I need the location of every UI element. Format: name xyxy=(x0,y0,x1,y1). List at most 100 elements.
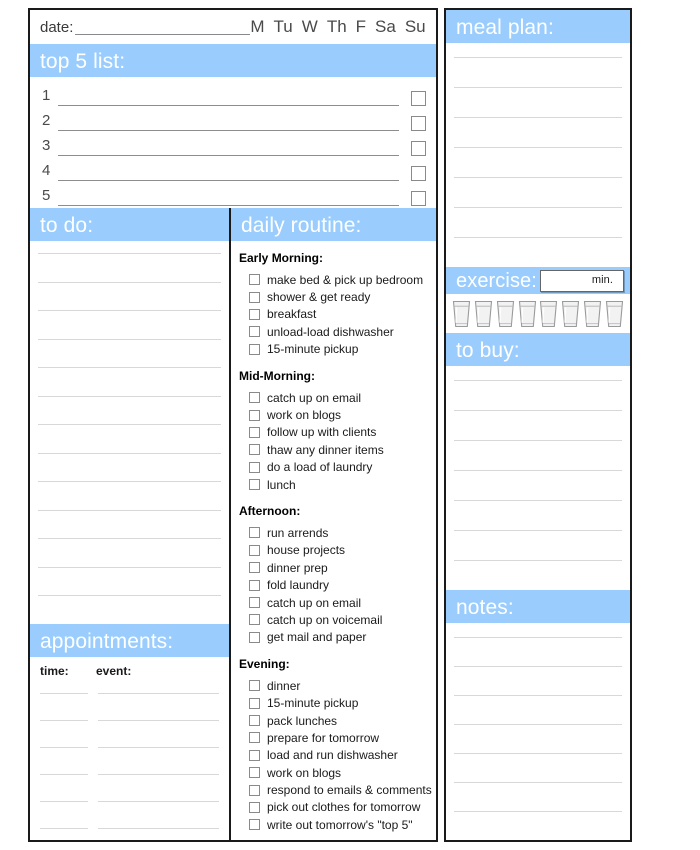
checkbox-icon[interactable] xyxy=(249,732,260,744)
write-in-line[interactable] xyxy=(38,310,221,311)
water-glass-icon[interactable] xyxy=(605,300,624,328)
appointment-time-line[interactable] xyxy=(40,719,88,721)
top-5-input-line[interactable] xyxy=(58,112,399,131)
checkbox-icon[interactable] xyxy=(249,767,260,779)
weekday-selector[interactable]: M Tu W Th F Sa Su xyxy=(250,17,429,37)
write-in-line[interactable] xyxy=(454,500,622,501)
write-in-line[interactable] xyxy=(454,440,622,441)
weekday-su[interactable]: Su xyxy=(404,17,426,36)
weekday-m[interactable]: M xyxy=(250,17,265,36)
write-in-line[interactable] xyxy=(38,538,221,539)
write-in-line[interactable] xyxy=(38,281,221,283)
routine-item[interactable]: house projects xyxy=(239,542,436,559)
routine-item[interactable]: pick out clothes for tomorrow xyxy=(239,799,436,816)
write-in-line[interactable] xyxy=(454,410,622,411)
appointment-time-line[interactable] xyxy=(40,746,88,748)
checkbox-icon[interactable] xyxy=(249,444,260,456)
write-in-line[interactable] xyxy=(38,481,221,482)
checkbox-icon[interactable] xyxy=(249,819,260,831)
write-in-line[interactable] xyxy=(38,395,221,397)
checkbox-icon[interactable] xyxy=(249,801,260,813)
checkbox-icon[interactable] xyxy=(249,426,260,438)
routine-item[interactable]: prepare for tomorrow xyxy=(239,729,436,746)
top-5-input-line[interactable] xyxy=(58,162,399,181)
write-in-line[interactable] xyxy=(454,380,622,381)
appointment-time-line[interactable] xyxy=(40,692,88,694)
write-in-line[interactable] xyxy=(38,566,221,568)
write-in-line[interactable] xyxy=(38,595,221,596)
write-in-line[interactable] xyxy=(454,724,622,725)
water-glass-icon[interactable] xyxy=(561,300,580,328)
routine-item[interactable]: shower & get ready xyxy=(239,288,436,305)
routine-item[interactable]: follow up with clients xyxy=(239,424,436,441)
checkbox-icon[interactable] xyxy=(249,291,260,303)
write-in-line[interactable] xyxy=(454,177,622,178)
to-do-lines[interactable] xyxy=(30,241,229,624)
routine-item[interactable]: thaw any dinner items xyxy=(239,441,436,458)
checkbox-icon[interactable] xyxy=(249,544,260,556)
write-in-line[interactable] xyxy=(454,470,622,471)
routine-item[interactable]: 15-minute pickup xyxy=(239,694,436,711)
weekday-f[interactable]: F xyxy=(355,17,367,36)
checkbox-icon[interactable] xyxy=(249,409,260,421)
appointment-event-line[interactable] xyxy=(98,746,219,748)
routine-item[interactable]: lunch xyxy=(239,476,436,493)
checkbox-icon[interactable] xyxy=(249,680,260,692)
notes-lines[interactable] xyxy=(446,623,630,840)
write-in-line[interactable] xyxy=(454,695,622,696)
write-in-line[interactable] xyxy=(38,424,221,425)
top-5-input-line[interactable] xyxy=(58,87,399,106)
routine-item[interactable]: make bed & pick up bedroom xyxy=(239,271,436,288)
routine-item[interactable]: respond to emails & comments xyxy=(239,781,436,798)
top-5-input-line[interactable] xyxy=(58,137,399,156)
checkbox-icon[interactable] xyxy=(249,614,260,626)
water-glass-icon[interactable] xyxy=(518,300,537,328)
weekday-tu[interactable]: Tu xyxy=(273,17,293,36)
write-in-line[interactable] xyxy=(38,452,221,454)
write-in-line[interactable] xyxy=(454,560,622,561)
weekday-sa[interactable]: Sa xyxy=(375,17,396,36)
routine-item[interactable]: fold laundry xyxy=(239,576,436,593)
write-in-line[interactable] xyxy=(454,237,622,238)
routine-item[interactable]: work on blogs xyxy=(239,406,436,423)
checkbox-icon[interactable] xyxy=(249,308,260,320)
checkbox-icon[interactable] xyxy=(249,527,260,539)
appointment-event-line[interactable] xyxy=(98,719,219,721)
date-input-line[interactable] xyxy=(75,20,251,35)
routine-item[interactable]: load and run dishwasher xyxy=(239,747,436,764)
to-buy-lines[interactable] xyxy=(446,366,630,590)
appointment-event-line[interactable] xyxy=(98,773,219,775)
checkbox-icon[interactable] xyxy=(249,392,260,404)
appointment-event-line[interactable] xyxy=(98,800,219,802)
weekday-w[interactable]: W xyxy=(301,17,318,36)
meal-plan-lines[interactable] xyxy=(446,43,630,267)
routine-item[interactable]: do a load of laundry xyxy=(239,459,436,476)
top-5-input-line[interactable] xyxy=(58,187,399,206)
checkbox-icon[interactable] xyxy=(249,697,260,709)
routine-item[interactable]: pack lunches xyxy=(239,712,436,729)
write-in-line[interactable] xyxy=(454,637,622,638)
checkbox-icon[interactable] xyxy=(249,326,260,338)
write-in-line[interactable] xyxy=(454,753,622,754)
write-in-line[interactable] xyxy=(454,782,622,783)
checkbox-icon[interactable] xyxy=(249,597,260,609)
write-in-line[interactable] xyxy=(454,87,622,88)
checkbox-icon[interactable] xyxy=(249,784,260,796)
write-in-line[interactable] xyxy=(454,117,622,118)
routine-item[interactable]: write out tomorrow's "top 5" xyxy=(239,816,436,833)
write-in-line[interactable] xyxy=(38,253,221,254)
water-glass-icon[interactable] xyxy=(496,300,515,328)
appointment-event-line[interactable] xyxy=(98,827,219,829)
routine-item[interactable]: run arrends xyxy=(239,524,436,541)
checkbox-icon[interactable] xyxy=(411,141,426,156)
write-in-line[interactable] xyxy=(454,147,622,148)
appointment-event-line[interactable] xyxy=(98,692,219,694)
routine-item[interactable]: dinner prep xyxy=(239,559,436,576)
checkbox-icon[interactable] xyxy=(249,631,260,643)
checkbox-icon[interactable] xyxy=(411,116,426,131)
write-in-line[interactable] xyxy=(454,811,622,812)
write-in-line[interactable] xyxy=(38,367,221,368)
checkbox-icon[interactable] xyxy=(411,91,426,106)
appointment-time-line[interactable] xyxy=(40,773,88,775)
write-in-line[interactable] xyxy=(454,666,622,667)
